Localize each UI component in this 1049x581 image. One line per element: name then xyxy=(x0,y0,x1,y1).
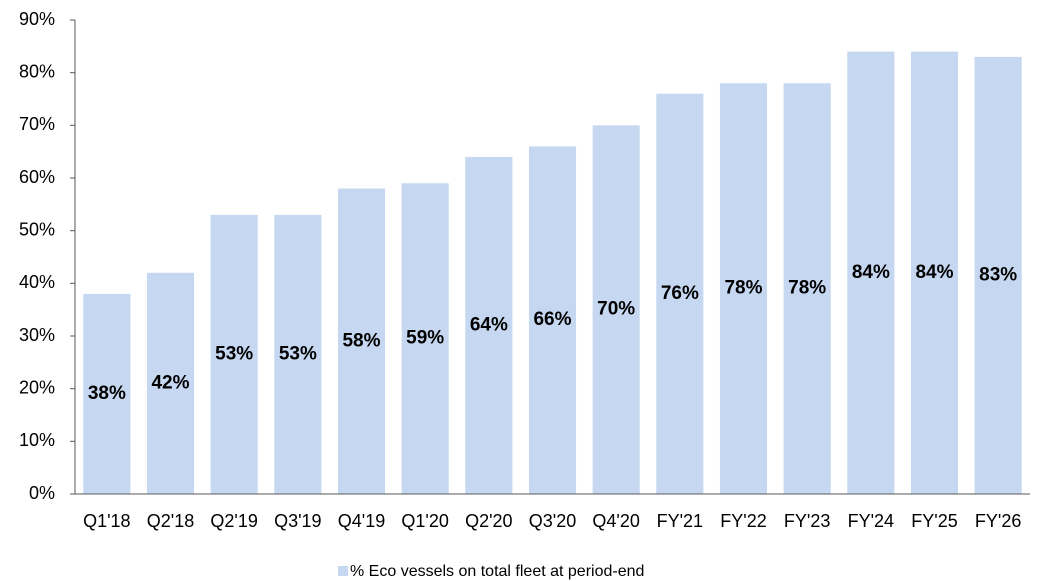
x-tick-label: Q2'19 xyxy=(210,511,257,531)
data-label: 78% xyxy=(724,278,762,299)
x-tick-label: Q3'19 xyxy=(274,511,321,531)
x-tick-label: Q2'20 xyxy=(465,511,512,531)
x-tick-label: Q1'18 xyxy=(83,511,130,531)
data-label: 59% xyxy=(406,328,444,349)
x-tick-label: Q4'19 xyxy=(338,511,385,531)
y-tick-label: 90% xyxy=(19,9,55,29)
x-tick-label: Q3'20 xyxy=(529,511,576,531)
data-label: 64% xyxy=(470,314,508,335)
x-tick-label: FY'21 xyxy=(657,511,703,531)
x-tick-label: Q2'18 xyxy=(147,511,194,531)
x-tick-label: Q4'20 xyxy=(592,511,639,531)
bar xyxy=(401,183,449,494)
data-label: 53% xyxy=(215,343,253,364)
bar xyxy=(656,93,704,494)
y-tick-label: 10% xyxy=(19,430,55,450)
x-tick-label: FY'25 xyxy=(911,511,957,531)
y-tick-label: 70% xyxy=(19,114,55,134)
x-tick-label: FY'26 xyxy=(975,511,1021,531)
y-tick-label: 30% xyxy=(19,325,55,345)
x-tick-label: FY'24 xyxy=(848,511,894,531)
data-label: 76% xyxy=(661,283,699,304)
data-label: 83% xyxy=(979,264,1017,285)
bar xyxy=(592,125,640,494)
y-tick-label: 50% xyxy=(19,219,55,239)
x-tick-label: FY'22 xyxy=(720,511,766,531)
bar xyxy=(974,56,1022,494)
bar xyxy=(146,272,195,494)
data-label: 84% xyxy=(915,262,953,283)
bar xyxy=(719,83,768,494)
data-label: 70% xyxy=(597,299,635,320)
bar xyxy=(210,214,258,494)
bar xyxy=(847,51,895,494)
y-tick-label: 0% xyxy=(29,483,55,503)
data-label: 42% xyxy=(151,372,189,393)
legend-swatch xyxy=(338,566,348,576)
bar xyxy=(465,156,513,494)
data-label: 38% xyxy=(88,383,126,404)
bar xyxy=(528,146,577,494)
y-tick-label: 80% xyxy=(19,61,55,81)
y-tick-label: 40% xyxy=(19,272,55,292)
x-tick-label: Q1'20 xyxy=(401,511,448,531)
legend-label: % Eco vessels on total fleet at period-e… xyxy=(350,563,644,580)
bar xyxy=(337,188,386,495)
data-label: 66% xyxy=(533,309,571,330)
bar xyxy=(910,51,959,494)
data-label: 53% xyxy=(279,343,317,364)
bar xyxy=(274,214,322,494)
x-tick-label: FY'23 xyxy=(784,511,830,531)
data-label: 78% xyxy=(788,278,826,299)
y-tick-label: 20% xyxy=(19,377,55,397)
y-tick-label: 60% xyxy=(19,167,55,187)
bar xyxy=(783,83,831,494)
bar xyxy=(83,293,131,494)
data-label: 84% xyxy=(852,262,890,283)
data-label: 58% xyxy=(342,330,380,351)
